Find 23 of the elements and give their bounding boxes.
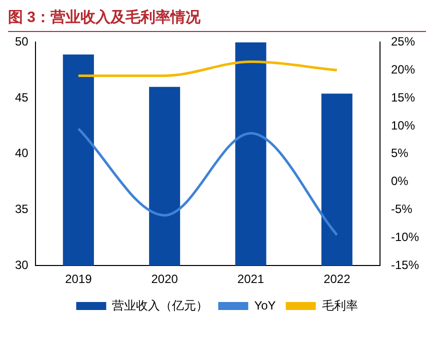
x-tick-label: 2020 [151, 272, 178, 286]
legend-label: YoY [254, 298, 276, 312]
x-tick-label: 2019 [65, 272, 92, 286]
y2-tick-label: 15% [390, 90, 416, 104]
y2-tick-label: 20% [390, 62, 416, 76]
y-tick-label: 45 [14, 90, 29, 104]
chart-title: 图 3：营业收入及毛利率情况 [8, 8, 426, 32]
y-tick-label: 35 [14, 202, 29, 216]
legend-label: 毛利率 [322, 298, 358, 312]
y2-tick-label: -10% [390, 230, 420, 244]
line-series [77, 128, 338, 236]
y2-tick-label: 5% [390, 146, 409, 160]
y2-tick-label: 0% [390, 174, 409, 188]
legend-label: 营业收入（亿元） [112, 298, 208, 312]
y2-tick-label: -5% [390, 202, 413, 216]
y2-tick-label: 25% [390, 34, 416, 49]
y-tick-label: 30 [14, 258, 29, 272]
y-tick-label: 40 [14, 146, 29, 160]
x-tick-label: 2021 [237, 272, 264, 286]
y2-tick-label: 10% [390, 118, 416, 132]
y2-tick-label: -15% [390, 258, 420, 272]
y-tick-label: 50 [14, 34, 29, 49]
x-tick-label: 2022 [324, 272, 351, 286]
